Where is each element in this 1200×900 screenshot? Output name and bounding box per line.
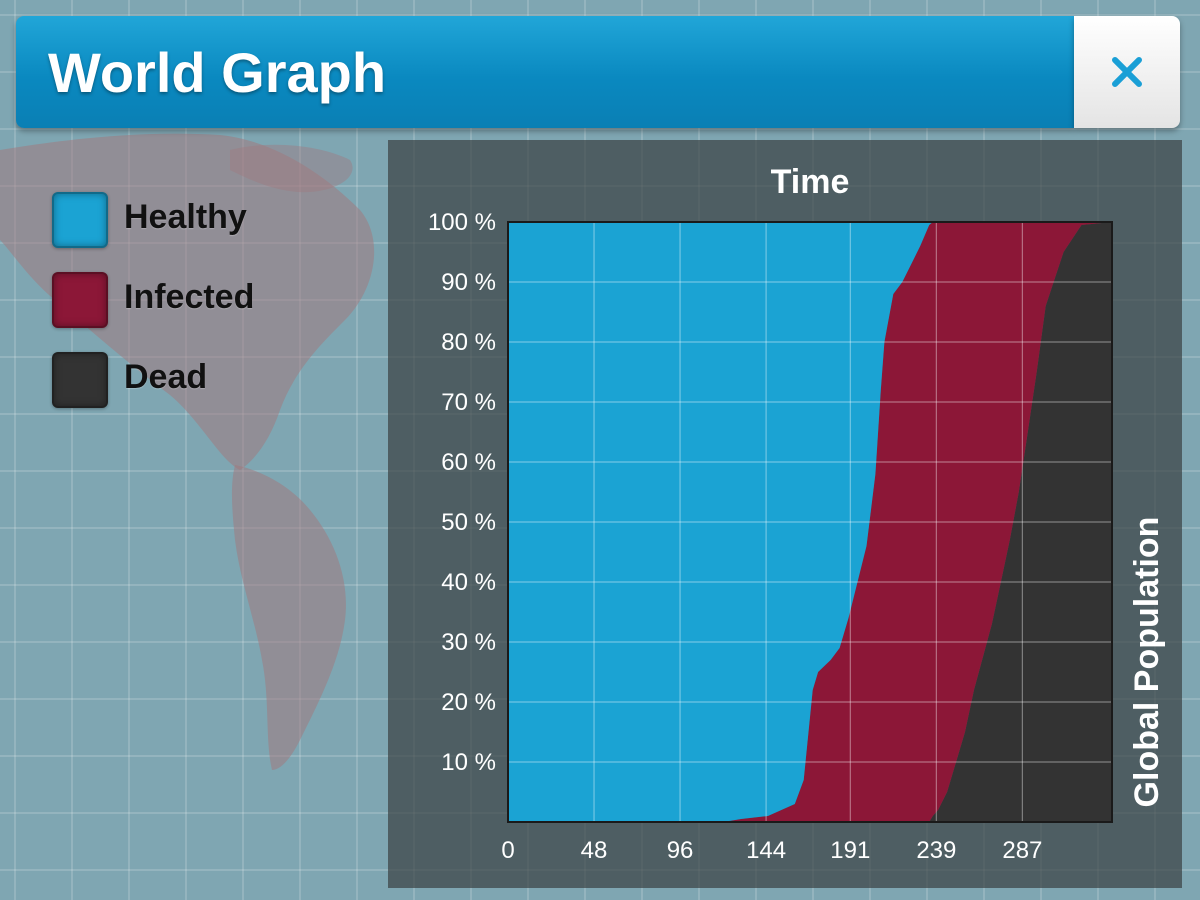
area-dead	[508, 222, 1112, 822]
chart-title: Time	[771, 163, 850, 201]
area-healthy	[508, 222, 1112, 822]
area-infected	[508, 222, 1112, 822]
legend-swatch-dead	[52, 352, 108, 408]
y-tick-label: 30 %	[441, 629, 496, 656]
x-tick-label: 0	[501, 837, 514, 864]
legend-swatch-infected	[52, 272, 108, 328]
y-tick-label: 60 %	[441, 449, 496, 476]
x-tick-label: 239	[916, 837, 956, 864]
y-tick-label: 70 %	[441, 389, 496, 416]
window-title: World Graph	[48, 41, 387, 104]
y-tick-label: 10 %	[441, 749, 496, 776]
legend-label-infected: Infected	[124, 278, 255, 316]
chart-panel: Time Global Population 0 48 96 144 191 239 287…	[388, 140, 1182, 888]
y-tick-label: 90 %	[441, 269, 496, 296]
legend-label-dead: Dead	[124, 358, 208, 396]
close-icon	[1112, 57, 1142, 87]
y-tick-label: 40 %	[441, 569, 496, 596]
legend-label-healthy: Healthy	[124, 198, 247, 236]
x-tick-label: 144	[746, 837, 786, 864]
x-tick-label: 191	[830, 837, 870, 864]
y-axis-label: Global Population	[1128, 517, 1166, 808]
x-tick-label: 48	[581, 837, 608, 864]
population-area-chart: Time Global Population 0 48 96 144 191 239 287…	[428, 163, 1166, 864]
plot-frame	[507, 221, 1113, 823]
y-tick-label: 50 %	[441, 509, 496, 536]
title-bar: World Graph	[16, 16, 1074, 128]
x-tick-label: 287	[1002, 837, 1042, 864]
y-tick-label: 80 %	[441, 329, 496, 356]
x-tick-label: 96	[667, 837, 694, 864]
y-tick-label: 100 %	[428, 209, 496, 236]
y-tick-label: 20 %	[441, 689, 496, 716]
legend-swatch-healthy	[52, 192, 108, 248]
close-button[interactable]	[1074, 16, 1180, 128]
